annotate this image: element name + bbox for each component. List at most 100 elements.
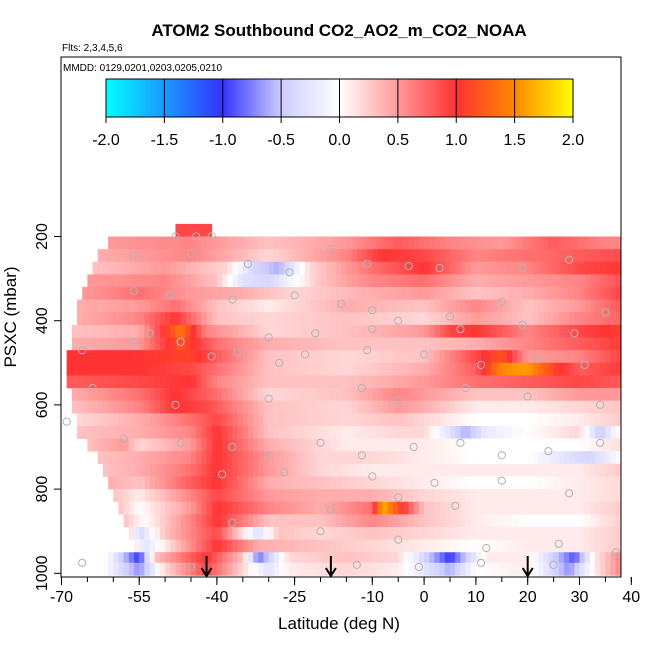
- heat-cell: [496, 287, 503, 300]
- heat-cell: [237, 236, 244, 250]
- heat-cell: [455, 552, 461, 566]
- heat-cell: [387, 489, 394, 503]
- heat-cell: [206, 476, 213, 490]
- heat-cell: [387, 249, 394, 263]
- heat-cell: [128, 489, 135, 503]
- heat-cell: [595, 463, 601, 477]
- heat-cell: [403, 287, 409, 300]
- heat-cell: [253, 400, 259, 414]
- heat-cell: [393, 299, 399, 313]
- heat-cell: [532, 526, 539, 540]
- heat-cell: [325, 261, 332, 275]
- heat-cell: [284, 312, 290, 326]
- heat-cell: [185, 388, 192, 401]
- heat-cell: [211, 350, 218, 364]
- heat-cell: [543, 451, 549, 465]
- heat-cell: [548, 350, 554, 364]
- heat-cell: [294, 261, 301, 275]
- heat-cell: [201, 299, 207, 313]
- heat-cell: [439, 438, 446, 452]
- heat-cell: [377, 438, 384, 452]
- heat-cell: [600, 312, 606, 326]
- heat-cell: [450, 526, 456, 540]
- heat-cell: [253, 413, 259, 427]
- heat-cell: [336, 324, 342, 338]
- heat-cell: [522, 501, 529, 515]
- heat-cell: [517, 249, 523, 263]
- heat-cell: [351, 489, 358, 503]
- heat-cell: [424, 388, 430, 401]
- heat-cell: [377, 463, 384, 477]
- heat-cell: [279, 375, 285, 389]
- heat-cell: [211, 552, 218, 566]
- heat-cell: [439, 274, 446, 288]
- heat-cell: [522, 463, 529, 477]
- heat-cell: [310, 476, 316, 490]
- heat-cell: [475, 562, 482, 576]
- heat-cell: [185, 463, 192, 477]
- heat-cell: [527, 425, 534, 439]
- heat-cell: [418, 249, 425, 263]
- heat-cell: [82, 287, 88, 300]
- heat-cell: [398, 501, 404, 515]
- heat-cell: [232, 261, 239, 275]
- heat-cell: [522, 337, 529, 351]
- heat-cell: [139, 451, 145, 465]
- heat-cell: [600, 236, 606, 250]
- heat-cell: [517, 362, 523, 376]
- sample-point: [534, 354, 543, 363]
- heat-cell: [258, 274, 264, 288]
- heat-cell: [82, 350, 88, 364]
- heat-cell: [387, 501, 394, 515]
- heat-cell: [227, 375, 233, 389]
- heat-cell: [113, 562, 119, 576]
- x-axis: -70-55-40-25-1001020304050607080: [50, 576, 640, 606]
- heat-cell: [71, 337, 78, 351]
- heat-cell: [149, 438, 156, 452]
- heat-cell: [279, 451, 285, 465]
- heat-cell: [330, 552, 337, 566]
- heat-cell: [491, 463, 498, 477]
- heat-cell: [341, 362, 347, 376]
- heat-cell: [315, 425, 321, 439]
- heat-cell: [517, 514, 523, 528]
- heat-cell: [548, 299, 554, 313]
- heat-cell: [413, 324, 420, 338]
- heat-cell: [279, 274, 285, 288]
- heat-cell: [351, 514, 358, 528]
- heat-cell: [82, 337, 88, 351]
- heat-cell: [470, 562, 477, 576]
- heat-cell: [522, 350, 529, 364]
- heat-cell: [574, 438, 580, 452]
- heat-cell: [232, 539, 239, 553]
- heat-cell: [444, 413, 451, 427]
- heat-cell: [532, 489, 539, 503]
- heat-cell: [496, 350, 503, 364]
- heat-cell: [289, 501, 295, 515]
- heat-cell: [341, 539, 347, 553]
- heat-cell: [610, 350, 617, 364]
- heat-cell: [408, 539, 415, 553]
- heat-cell: [563, 501, 570, 515]
- heat-cell: [159, 425, 166, 439]
- heat-cell: [139, 526, 145, 540]
- heat-cell: [253, 489, 259, 503]
- heat-cell: [413, 501, 420, 515]
- heat-cell: [491, 274, 498, 288]
- heat-cell: [149, 539, 156, 553]
- heat-cell: [346, 476, 352, 490]
- heat-cell: [346, 400, 352, 414]
- heat-cell: [325, 287, 332, 300]
- heat-cell: [377, 539, 384, 553]
- heat-cell: [180, 501, 187, 515]
- sample-point: [275, 358, 284, 367]
- heat-cell: [284, 287, 290, 300]
- heat-cell: [211, 425, 218, 439]
- heat-cell: [279, 337, 285, 351]
- heat-cell: [563, 489, 570, 503]
- heat-cell: [361, 350, 368, 364]
- sample-point: [326, 245, 335, 254]
- heat-cell: [330, 299, 337, 313]
- heat-cell: [154, 489, 161, 503]
- heat-cell: [165, 312, 171, 326]
